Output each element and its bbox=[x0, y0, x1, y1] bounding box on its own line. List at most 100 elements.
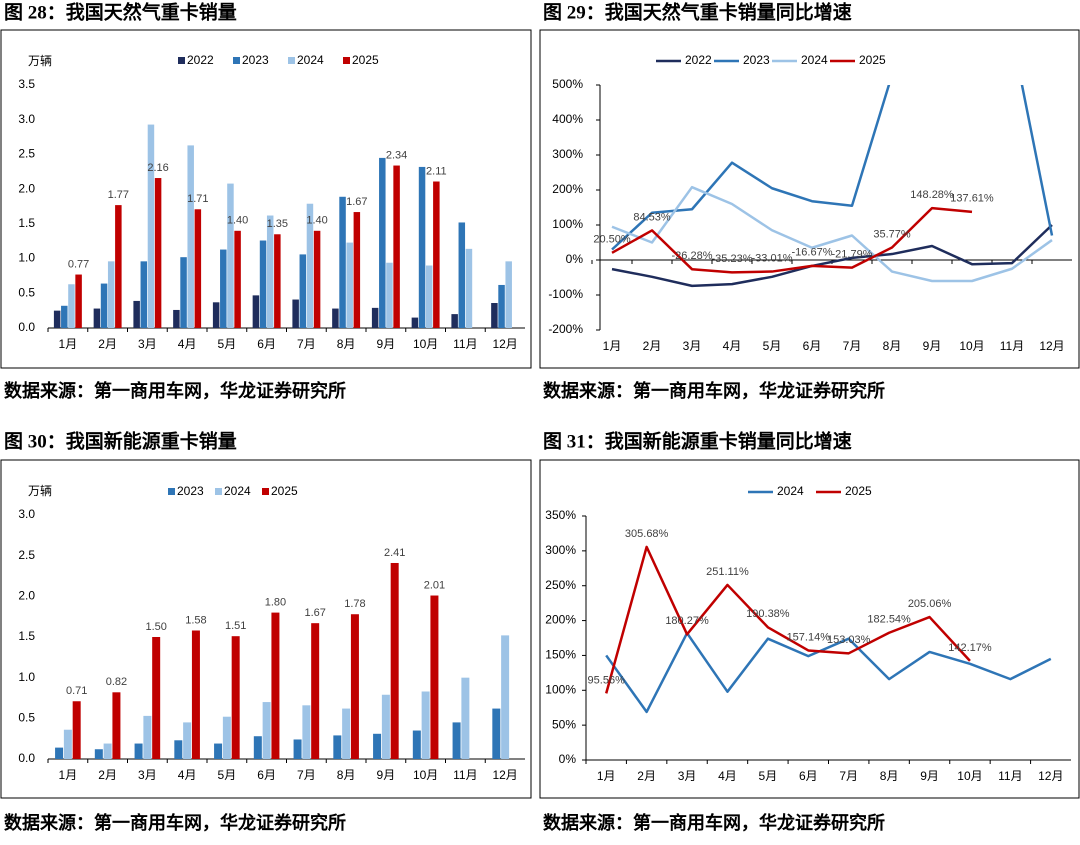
bar bbox=[350, 614, 359, 759]
x-tick-label: 6月 bbox=[803, 339, 822, 353]
legend-swatch bbox=[288, 57, 295, 64]
panel-frame bbox=[0, 29, 532, 369]
data-label: 84.53% bbox=[633, 211, 671, 223]
data-label: 35.77% bbox=[873, 228, 911, 240]
x-tick-label: 7月 bbox=[297, 768, 316, 782]
series-line bbox=[611, 85, 1054, 251]
y-tick-label: 1.0 bbox=[18, 251, 35, 265]
legend-label: 2022 bbox=[187, 53, 214, 67]
y-tick-label: 300% bbox=[552, 147, 583, 161]
y-tick-label: -200% bbox=[548, 322, 583, 336]
panel-frame bbox=[0, 459, 532, 799]
data-label: 1.51 bbox=[225, 620, 246, 632]
y-tick-label: 0.5 bbox=[18, 711, 35, 725]
bar bbox=[421, 691, 430, 759]
bar bbox=[103, 743, 112, 759]
y-tick-label: 250% bbox=[545, 578, 576, 592]
x-tick-label: 12月 bbox=[1039, 339, 1064, 353]
plot-area bbox=[611, 85, 1054, 288]
bar bbox=[234, 230, 241, 328]
x-tick-label: 12月 bbox=[1038, 769, 1063, 783]
bar bbox=[498, 284, 505, 328]
data-label: 1.78 bbox=[344, 598, 365, 610]
bar bbox=[100, 283, 108, 328]
x-tick-label: 8月 bbox=[883, 339, 902, 353]
data-label: 1.40 bbox=[306, 215, 327, 227]
x-tick-label: 11月 bbox=[453, 337, 477, 351]
x-tick-label: 4月 bbox=[178, 768, 197, 782]
series-line bbox=[605, 545, 971, 694]
x-tick-label: 9月 bbox=[377, 337, 396, 351]
bar bbox=[393, 165, 400, 328]
legend-swatch bbox=[168, 488, 175, 495]
x-tick-label: 1月 bbox=[597, 769, 616, 783]
data-label: 2.41 bbox=[384, 547, 405, 559]
y-tick-label: 0.5 bbox=[18, 285, 35, 299]
bar bbox=[174, 740, 183, 759]
bar bbox=[63, 729, 72, 759]
source-note: 数据来源：第一商用车网，华龙证券研究所 bbox=[543, 380, 885, 401]
x-tick-label: 8月 bbox=[880, 769, 899, 783]
source-note: 数据来源：第一商用车网，华龙证券研究所 bbox=[4, 812, 346, 833]
bar bbox=[187, 145, 194, 328]
bar bbox=[143, 715, 152, 759]
bar bbox=[505, 261, 512, 328]
bar bbox=[461, 677, 470, 759]
bar bbox=[311, 623, 320, 759]
legend-label: 2024 bbox=[777, 484, 804, 498]
y-tick-label: 400% bbox=[552, 112, 583, 126]
y-tick-label: 100% bbox=[545, 682, 576, 696]
y-tick-label: 350% bbox=[545, 508, 576, 522]
y-axis-label: 万辆 bbox=[28, 484, 52, 498]
bar bbox=[147, 124, 155, 329]
legend-swatch bbox=[215, 488, 222, 495]
y-tick-label: 2.5 bbox=[18, 548, 35, 562]
bar bbox=[390, 562, 399, 759]
data-label: 148.28% bbox=[910, 189, 954, 201]
x-tick-label: 11月 bbox=[1000, 339, 1024, 353]
data-label: 2.16 bbox=[147, 162, 168, 174]
data-label: 153.03% bbox=[827, 634, 871, 646]
legend-label: 2024 bbox=[297, 53, 324, 67]
bar bbox=[183, 722, 192, 759]
x-tick-label: 9月 bbox=[920, 769, 939, 783]
bar bbox=[271, 612, 280, 759]
y-tick-label: 1.5 bbox=[18, 629, 35, 643]
x-tick-label: 3月 bbox=[678, 769, 697, 783]
x-tick-label: 11月 bbox=[998, 769, 1022, 783]
data-label: 142.17% bbox=[948, 642, 992, 654]
bar bbox=[306, 203, 314, 328]
x-tick-label: 7月 bbox=[297, 337, 316, 351]
legend-label: 2023 bbox=[242, 53, 269, 67]
series-line bbox=[611, 224, 1053, 288]
chart-title: 图 29：我国天然气重卡销量同比增速 bbox=[543, 0, 852, 23]
data-label: 1.50 bbox=[145, 621, 166, 633]
bar bbox=[501, 635, 510, 759]
data-label: 182.54% bbox=[867, 614, 911, 626]
y-tick-label: 0.0 bbox=[18, 320, 35, 334]
data-label: 190.38% bbox=[746, 608, 790, 620]
x-tick-label: 8月 bbox=[337, 768, 356, 782]
legend-label: 2022 bbox=[685, 53, 712, 67]
bar bbox=[266, 215, 274, 328]
legend-label: 2024 bbox=[801, 53, 828, 67]
series-line bbox=[611, 206, 973, 274]
bar bbox=[430, 595, 439, 759]
bar bbox=[191, 630, 200, 759]
data-label: 1.71 bbox=[187, 193, 208, 205]
x-tick-label: 3月 bbox=[138, 337, 157, 351]
x-tick-label: 10月 bbox=[413, 768, 438, 782]
y-tick-label: 3.5 bbox=[18, 77, 35, 91]
chart-title: 图 31：我国新能源重卡销量同比增速 bbox=[543, 429, 852, 452]
bar bbox=[371, 307, 379, 328]
x-tick-label: 2月 bbox=[98, 337, 117, 351]
series-line bbox=[605, 631, 1052, 714]
bar bbox=[253, 736, 262, 759]
data-label: -16.67% bbox=[792, 247, 833, 259]
x-tick-label: 4月 bbox=[178, 337, 197, 351]
data-label: 137.61% bbox=[950, 193, 994, 205]
data-label: 157.14% bbox=[787, 631, 831, 643]
bar bbox=[94, 749, 103, 759]
bar bbox=[492, 708, 501, 759]
